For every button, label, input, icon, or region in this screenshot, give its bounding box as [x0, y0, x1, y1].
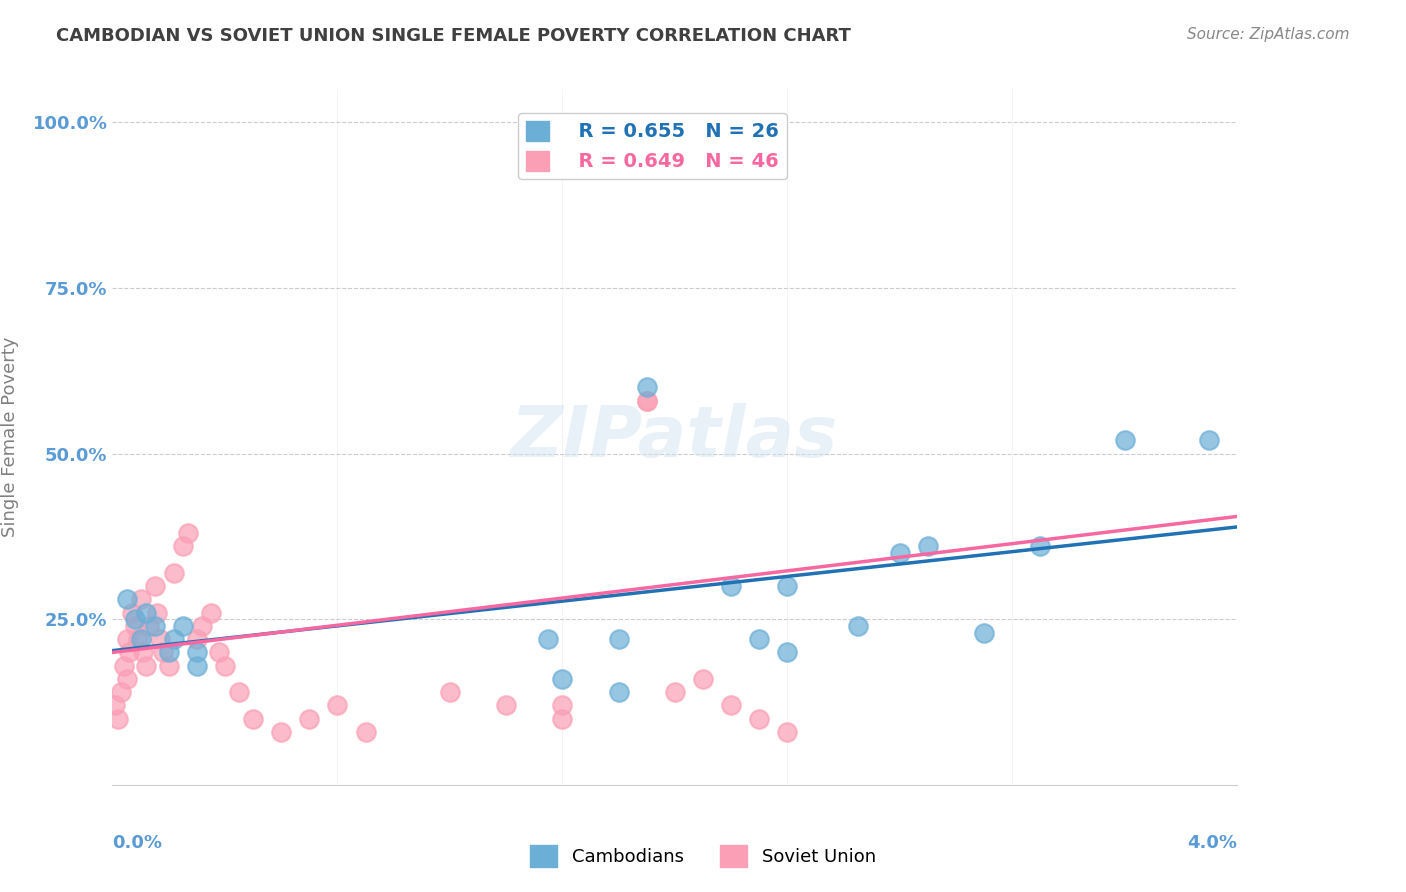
Point: [551, 712, 574, 726]
Y-axis label: Single Female Poverty: Single Female Poverty: [1, 337, 18, 537]
Text: 0.0%: 0.0%: [112, 834, 163, 852]
Point: [172, 540, 194, 554]
Point: [112, 658, 135, 673]
Point: [720, 579, 742, 593]
Point: [200, 606, 222, 620]
Point: [776, 725, 799, 739]
Point: [889, 546, 911, 560]
Point: [172, 619, 194, 633]
Point: [551, 672, 574, 686]
Point: [917, 540, 939, 554]
Legend: Cambodians, Soviet Union: Cambodians, Soviet Union: [523, 838, 883, 874]
Point: [636, 393, 658, 408]
Point: [354, 725, 377, 739]
Point: [177, 526, 200, 541]
Text: CAMBODIAN VS SOVIET UNION SINGLE FEMALE POVERTY CORRELATION CHART: CAMBODIAN VS SOVIET UNION SINGLE FEMALE …: [56, 27, 851, 45]
Point: [607, 632, 630, 647]
Point: [124, 619, 146, 633]
Point: [208, 645, 231, 659]
Point: [1198, 434, 1220, 448]
Point: [157, 658, 180, 673]
Point: [846, 619, 869, 633]
Legend:   R = 0.655   N = 26,   R = 0.649   N = 46: R = 0.655 N = 26, R = 0.649 N = 46: [519, 112, 786, 179]
Text: 4.0%: 4.0%: [1187, 834, 1237, 852]
Point: [129, 592, 152, 607]
Text: ZIPatlas: ZIPatlas: [512, 402, 838, 472]
Text: Source: ZipAtlas.com: Source: ZipAtlas.com: [1187, 27, 1350, 42]
Point: [636, 380, 658, 394]
Point: [107, 712, 129, 726]
Point: [191, 619, 214, 633]
Point: [135, 606, 157, 620]
Point: [186, 645, 208, 659]
Point: [146, 606, 169, 620]
Point: [124, 612, 146, 626]
Point: [242, 712, 264, 726]
Point: [129, 632, 152, 647]
Point: [143, 619, 166, 633]
Point: [636, 393, 658, 408]
Point: [1029, 540, 1052, 554]
Point: [115, 672, 138, 686]
Point: [152, 645, 174, 659]
Point: [186, 632, 208, 647]
Point: [132, 645, 155, 659]
Point: [551, 698, 574, 713]
Point: [326, 698, 349, 713]
Point: [692, 672, 714, 686]
Point: [776, 645, 799, 659]
Point: [110, 685, 132, 699]
Point: [118, 645, 141, 659]
Point: [664, 685, 686, 699]
Point: [973, 625, 995, 640]
Point: [495, 698, 517, 713]
Point: [298, 712, 321, 726]
Point: [439, 685, 461, 699]
Point: [748, 632, 770, 647]
Point: [720, 698, 742, 713]
Point: [127, 632, 149, 647]
Point: [163, 566, 186, 580]
Point: [157, 645, 180, 659]
Point: [135, 658, 157, 673]
Point: [186, 658, 208, 673]
Point: [607, 128, 630, 143]
Point: [228, 685, 250, 699]
Point: [776, 579, 799, 593]
Point: [138, 619, 160, 633]
Point: [115, 632, 138, 647]
Point: [537, 632, 560, 647]
Point: [149, 632, 172, 647]
Point: [121, 606, 143, 620]
Point: [270, 725, 292, 739]
Point: [115, 592, 138, 607]
Point: [214, 658, 236, 673]
Point: [607, 685, 630, 699]
Point: [143, 579, 166, 593]
Point: [1114, 434, 1136, 448]
Point: [748, 712, 770, 726]
Point: [104, 698, 127, 713]
Point: [163, 632, 186, 647]
Point: [579, 142, 602, 156]
